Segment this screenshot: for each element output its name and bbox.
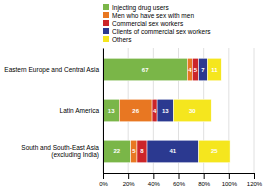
data-label: 4 <box>188 67 192 73</box>
data-label: 13 <box>108 108 115 114</box>
bar-segment <box>103 99 119 122</box>
data-label: 5 <box>194 67 198 73</box>
tick-label: 120% <box>247 181 263 187</box>
data-label: 26 <box>132 108 139 114</box>
data-label: 4 <box>153 108 157 114</box>
legend-swatch <box>103 20 109 26</box>
x-axis: 0% 20% 40% 60% 80% 100% 120% <box>99 173 263 187</box>
data-label: 5 <box>132 148 136 154</box>
tick-mark <box>153 173 154 179</box>
y-tick: South and South-East Asia(excluding Indi… <box>21 144 99 159</box>
bar-segment <box>103 140 131 163</box>
tick-mark <box>254 173 255 179</box>
legend-swatch <box>103 12 109 18</box>
legend-label: Commercial sex workers <box>112 20 184 27</box>
bar-segment <box>192 58 198 81</box>
tick-label: 100% <box>222 181 238 187</box>
bar-segment <box>103 58 187 81</box>
data-label: 13 <box>162 108 169 114</box>
x-tick: 100% <box>222 173 238 187</box>
data-label: 25 <box>211 148 218 154</box>
grid-line <box>254 48 255 173</box>
tick-mark <box>128 173 129 179</box>
tick-mark <box>179 173 180 179</box>
y-tick: Latin America <box>60 107 100 114</box>
tick-label: 0% <box>99 181 108 187</box>
data-label: 8 <box>140 148 144 154</box>
legend-label: Injecting drug users <box>112 4 169 12</box>
tick-label-line: (excluding India) <box>51 151 99 159</box>
bar-segment <box>207 58 221 81</box>
tick-mark <box>204 173 205 179</box>
bar-segment <box>147 140 199 163</box>
tick-label: 20% <box>123 181 136 187</box>
legend-swatch <box>103 36 109 42</box>
bars <box>103 58 230 163</box>
data-label: 30 <box>189 108 196 114</box>
tick-label: 60% <box>173 181 186 187</box>
y-tick: Eastern Europe and Central Asia <box>4 66 99 74</box>
legend: Injecting drug usersMen who have sex wit… <box>103 4 211 43</box>
legend-item: Others <box>103 36 132 43</box>
bar-segment <box>152 99 157 122</box>
legend-item: Injecting drug users <box>103 4 169 12</box>
chart-svg: 6713224265548713411130250%20%40%60%80%10… <box>0 0 266 189</box>
bar-segment <box>119 99 152 122</box>
tick-label: Eastern Europe and Central Asia <box>4 66 99 74</box>
tick-label: South and South-East Asia(excluding Indi… <box>21 144 99 159</box>
tick-label: Latin America <box>60 107 100 114</box>
x-tick: 80% <box>198 173 211 187</box>
tick-label: 40% <box>148 181 161 187</box>
legend-item: Men who have sex with men <box>103 12 194 19</box>
data-label: 11 <box>211 67 218 73</box>
tick-label: 80% <box>198 181 211 187</box>
legend-swatch <box>103 28 109 34</box>
bar-segment <box>137 140 147 163</box>
tick-mark <box>103 173 104 179</box>
tick-mark <box>229 173 230 179</box>
axis-line <box>103 49 104 174</box>
legend-swatch <box>103 4 109 10</box>
y-axis: Eastern Europe and Central Asia Latin Ame… <box>4 49 103 174</box>
x-tick: 120% <box>247 173 263 187</box>
legend-item: Commercial sex workers <box>103 20 184 27</box>
bar-segment <box>173 99 211 122</box>
legend-label: Men who have sex with men <box>112 12 194 19</box>
tick-label-line: South and South-East Asia <box>21 144 99 151</box>
legend-label: Others <box>112 36 132 43</box>
data-labels: 671322426554871341113025 <box>108 67 219 155</box>
bar-segment <box>131 140 137 163</box>
bar-segment <box>199 58 208 81</box>
x-tick: 60% <box>173 173 186 187</box>
chart-container: 6713224265548713411130250%20%40%60%80%10… <box>0 0 266 189</box>
data-label: 67 <box>142 67 149 73</box>
bar-segment <box>199 140 230 163</box>
legend-item: Clients of commercial sex workers <box>103 28 211 35</box>
bar-segment <box>187 58 192 81</box>
x-tick: 40% <box>148 173 161 187</box>
x-tick: 0% <box>99 173 108 187</box>
data-label: 7 <box>201 67 205 73</box>
data-label: 41 <box>169 148 176 154</box>
x-tick: 20% <box>123 173 136 187</box>
plot: 6713224265548713411130250%20%40%60%80%10… <box>4 48 263 187</box>
bar-segment <box>157 99 173 122</box>
grid-line <box>103 48 104 173</box>
data-label: 22 <box>113 148 120 154</box>
grid <box>103 48 254 173</box>
legend-label: Clients of commercial sex workers <box>112 28 211 35</box>
